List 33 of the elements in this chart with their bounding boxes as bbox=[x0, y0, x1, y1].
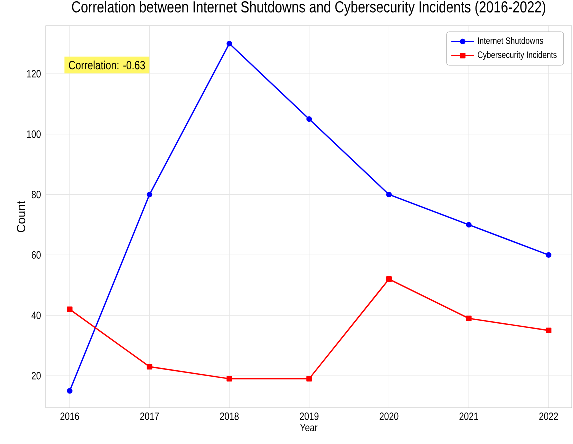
annotation: Correlation: -0.63 bbox=[69, 60, 146, 70]
y-tick-label: 60 bbox=[32, 251, 41, 259]
point bbox=[306, 116, 312, 122]
x-tick-label: 2018 bbox=[220, 412, 239, 420]
y-axis-title: Count bbox=[17, 201, 26, 232]
x-tick-label: 2022 bbox=[540, 412, 558, 420]
point bbox=[546, 252, 552, 258]
point bbox=[546, 328, 552, 334]
point bbox=[226, 41, 232, 47]
legend-label: Cybersecurity Incidents bbox=[478, 51, 557, 60]
x-tick-label: 2016 bbox=[60, 412, 80, 420]
y-tick-label: 20 bbox=[32, 372, 41, 380]
point bbox=[146, 364, 153, 370]
point bbox=[306, 376, 312, 382]
x-tick-label: 2020 bbox=[380, 412, 399, 420]
x-tick-label: 2017 bbox=[140, 412, 160, 420]
point bbox=[67, 306, 73, 312]
x-tick-label: 2021 bbox=[460, 412, 478, 420]
y-tick-label: 80 bbox=[32, 191, 41, 199]
point bbox=[386, 192, 392, 198]
y-tick-label: 100 bbox=[27, 130, 41, 138]
point bbox=[67, 388, 73, 394]
point bbox=[466, 222, 472, 228]
legend-label: Internet Shutdowns bbox=[478, 37, 544, 44]
chart-title: Correlation between Internet Shutdowns and Cybersecurity Incidents (2016-2022) bbox=[72, 1, 546, 16]
point bbox=[386, 276, 392, 282]
point bbox=[226, 376, 232, 382]
x-tick-label: 2019 bbox=[300, 412, 319, 420]
y-tick-label: 40 bbox=[32, 312, 41, 320]
point bbox=[466, 316, 472, 322]
x-axis-title: Year bbox=[300, 424, 318, 432]
y-tick-label: 120 bbox=[27, 70, 41, 78]
point bbox=[146, 192, 153, 198]
